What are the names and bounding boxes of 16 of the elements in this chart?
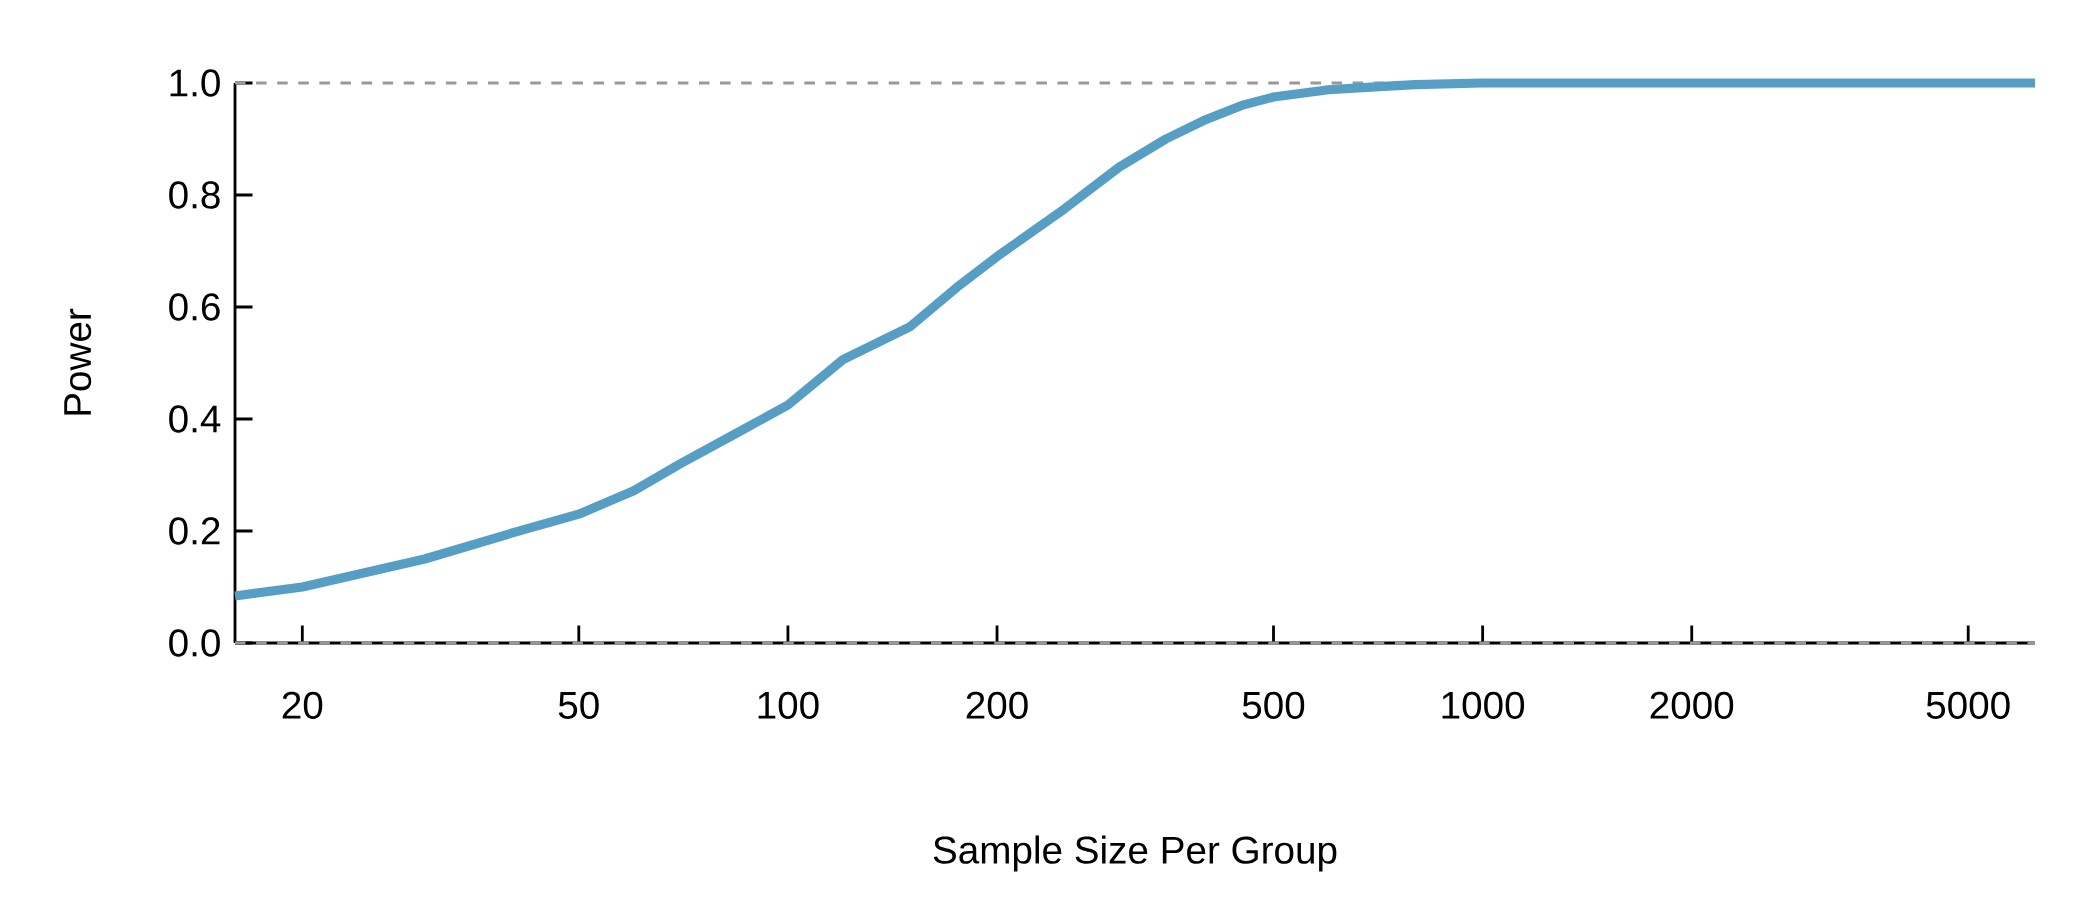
x-tick-label: 20: [282, 691, 323, 719]
y-tick-label: 0.8: [169, 181, 220, 209]
y-tick-label: 0.2: [169, 517, 220, 545]
x-tick-label: 50: [558, 691, 599, 719]
x-tick-label: 100: [758, 691, 819, 719]
x-tick-label: 1000: [1442, 691, 1525, 719]
x-axis-title: Sample Size Per Group: [933, 835, 1337, 872]
y-axis-title: Power: [64, 308, 92, 415]
x-tick-label: 200: [966, 691, 1028, 719]
y-tick-label: 0.0: [169, 629, 220, 657]
x-tick-label: 5000: [1926, 691, 2010, 719]
x-tick-label: 2000: [1650, 691, 1734, 719]
y-tick-label: 0.6: [169, 293, 220, 321]
y-tick-label: 1.0: [170, 69, 220, 97]
y-tick-label: 0.4: [169, 405, 221, 433]
x-tick-label: 500: [1242, 691, 1305, 719]
